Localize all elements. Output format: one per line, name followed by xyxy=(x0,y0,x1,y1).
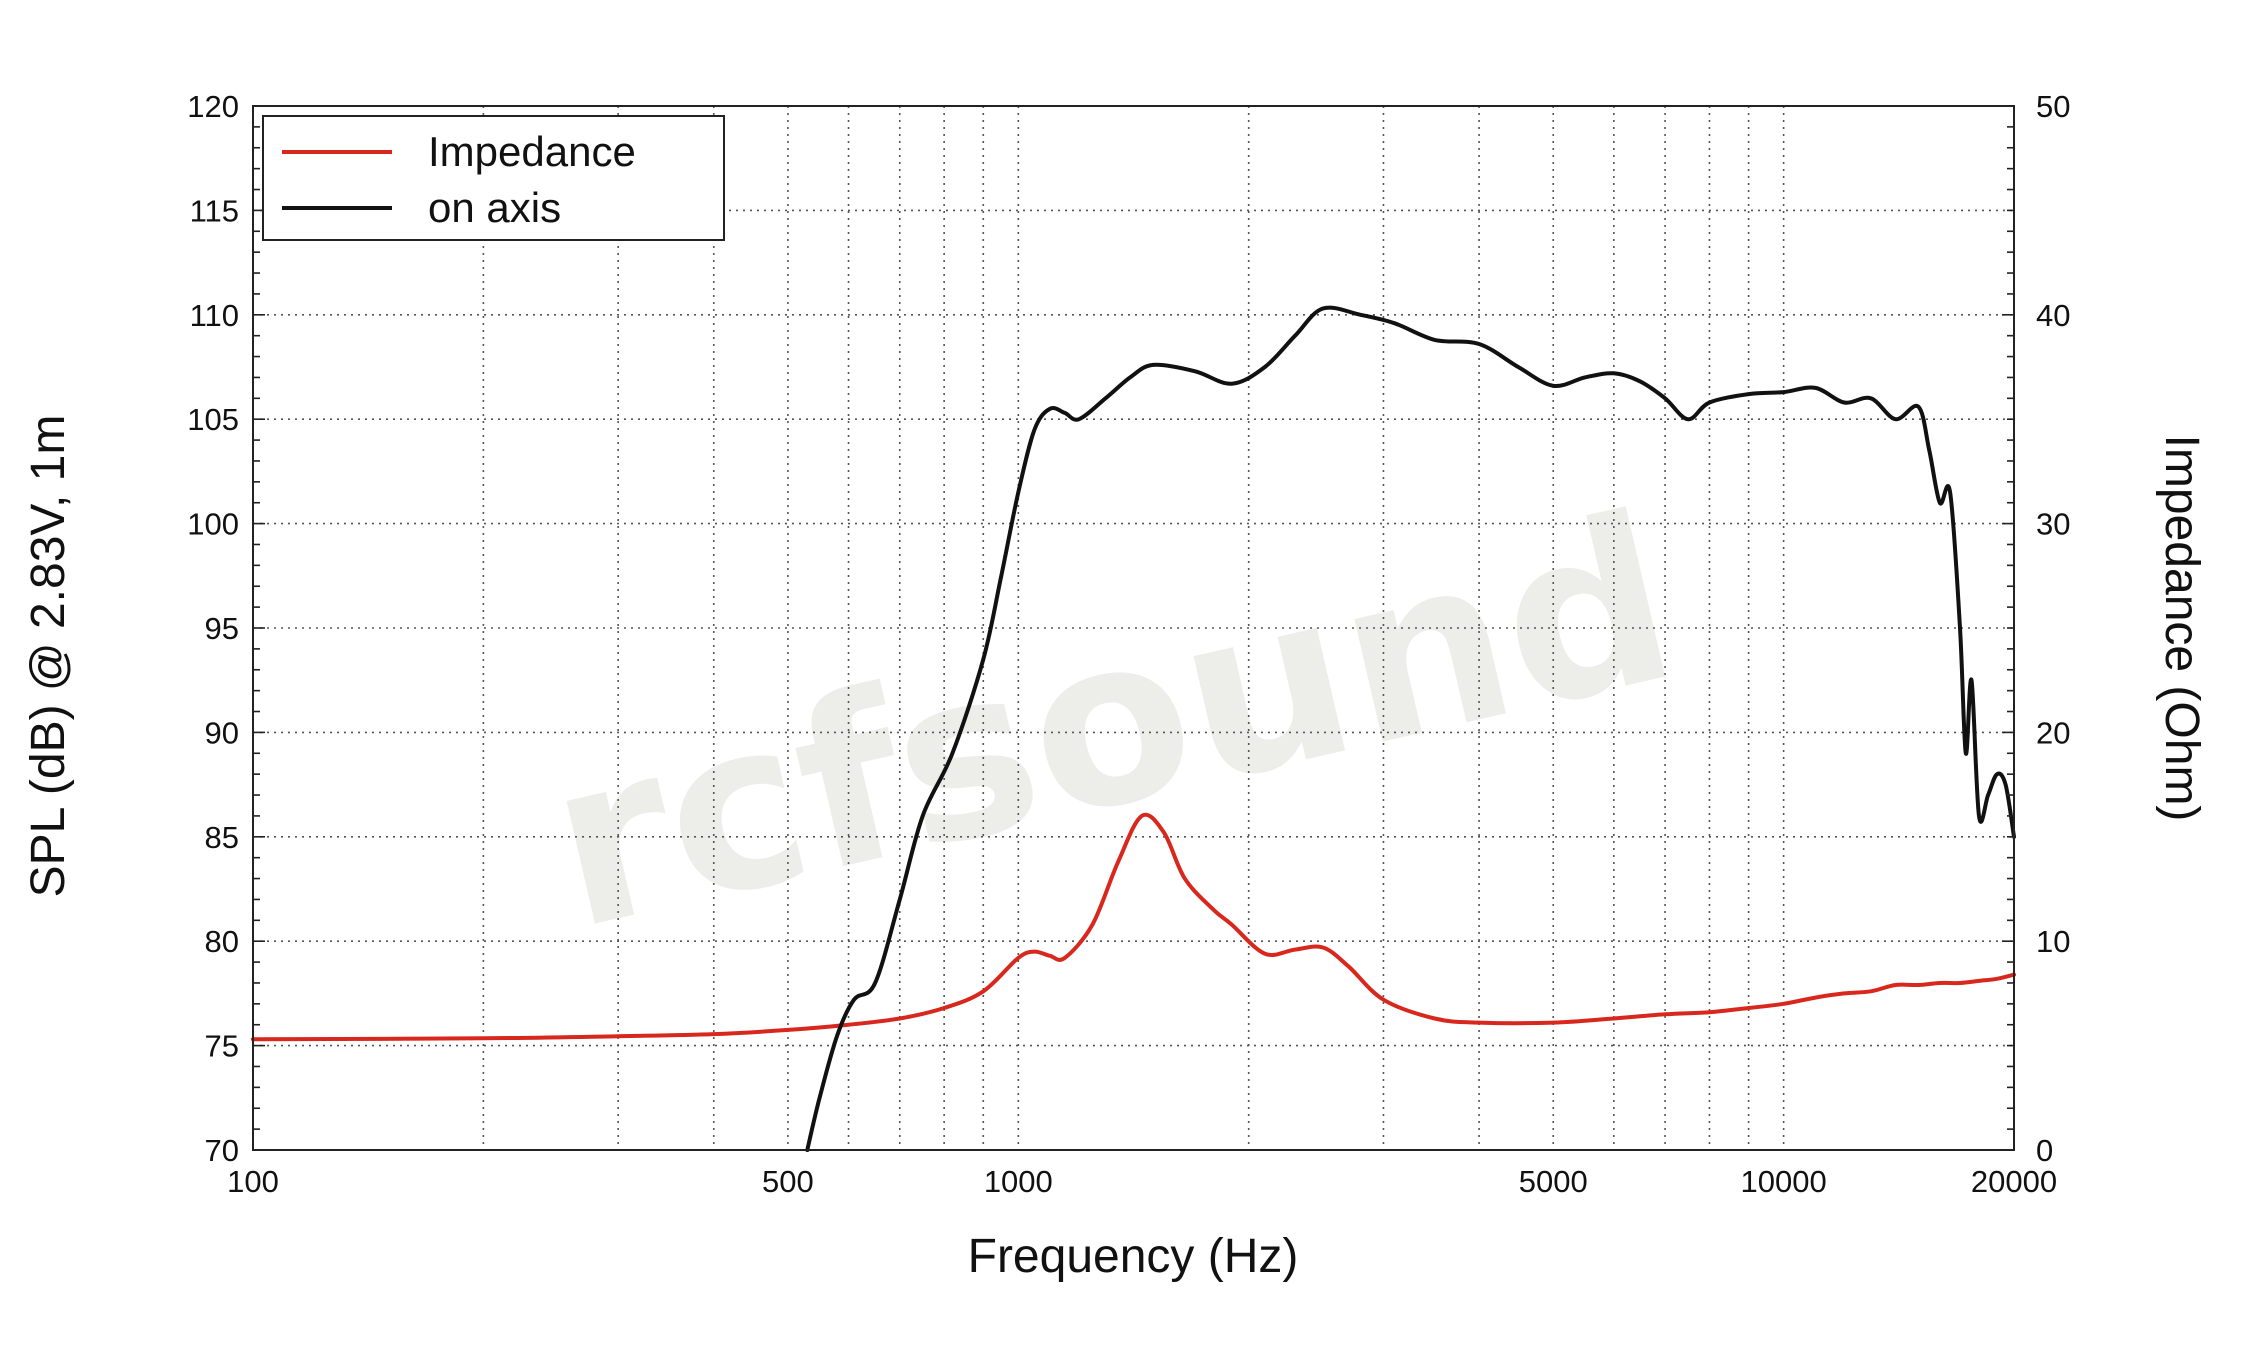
y2-tick-label: 50 xyxy=(2036,89,2070,124)
x-tick-label: 500 xyxy=(762,1164,814,1199)
y-tick-label: 80 xyxy=(205,924,239,959)
y2-tick-label: 30 xyxy=(2036,507,2070,542)
y2-tick-label: 0 xyxy=(2036,1133,2053,1168)
x-axis-title: Frequency (Hz) xyxy=(968,1230,1299,1283)
x-tick-label: 1000 xyxy=(984,1164,1053,1199)
y2-axis-title: Impedance (Ohm) xyxy=(2155,435,2208,822)
y-tick-label: 90 xyxy=(205,715,239,750)
y2-tick-label: 20 xyxy=(2036,715,2070,750)
x-tick-label: 100 xyxy=(227,1164,279,1199)
y-tick-label: 120 xyxy=(187,89,239,124)
legend-label-impedance: Impedance xyxy=(428,128,636,175)
legend-label-on-axis: on axis xyxy=(428,184,561,231)
y-tick-label: 75 xyxy=(205,1029,239,1064)
x-tick-label: 20000 xyxy=(1971,1164,2057,1199)
y-tick-label: 110 xyxy=(190,298,239,333)
y-tick-label: 70 xyxy=(205,1133,239,1168)
series-line-impedance xyxy=(251,812,2016,1042)
y2-tick-label: 40 xyxy=(2036,298,2070,333)
y-tick-label: 100 xyxy=(187,507,239,542)
y2-tick-label: 10 xyxy=(2036,924,2070,959)
y-tick-label: 115 xyxy=(190,193,239,228)
x-tick-label: 5000 xyxy=(1519,1164,1588,1199)
y-tick-label: 95 xyxy=(205,611,239,646)
y-tick-label: 105 xyxy=(187,402,239,437)
legend-box xyxy=(262,115,725,241)
series-line-on-axis xyxy=(805,305,2016,1152)
x-tick-label: 10000 xyxy=(1741,1164,1827,1199)
y-axis-title: SPL (dB) @ 2.83V, 1m xyxy=(22,415,75,898)
y-tick-label: 85 xyxy=(205,820,239,855)
